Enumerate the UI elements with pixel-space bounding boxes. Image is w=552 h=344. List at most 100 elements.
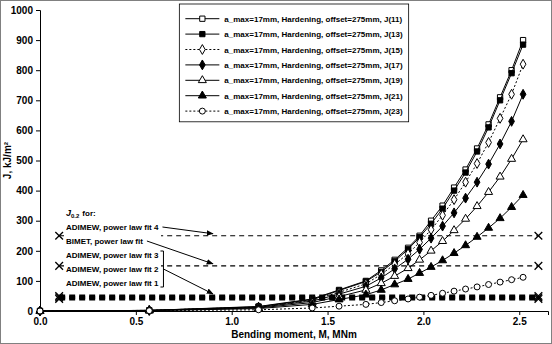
series-point (509, 71, 514, 76)
legend: a_max=17mm, Hardening, offset=275mm, J(1… (179, 4, 408, 122)
series-point (428, 233, 434, 243)
series-point (404, 264, 412, 271)
series-point (520, 42, 525, 47)
series-point (509, 116, 515, 126)
y-axis-title: J, kJ/m² (2, 141, 13, 179)
x-axis-tick-label: 2.0 (417, 316, 431, 327)
y-axis-tick: 700 (16, 95, 40, 106)
y-axis-tick-label: 300 (16, 215, 33, 226)
series-point (497, 139, 503, 149)
y-axis-tick: 600 (16, 125, 40, 136)
series-point (37, 306, 43, 316)
x-axis-tick-mark (423, 311, 424, 315)
series-point (497, 113, 503, 123)
y-axis-line (36, 11, 41, 312)
y-axis-tick-mark (36, 70, 40, 71)
x-axis-tick-label: 1.5 (321, 316, 335, 327)
y-axis-tick: 900 (16, 35, 40, 46)
x-axis-tick-mark (136, 311, 137, 315)
legend-box (179, 4, 408, 122)
series-point (428, 292, 434, 298)
series-point (36, 306, 44, 313)
y-axis-tick-label: 700 (16, 95, 33, 106)
x-axis-tick-label: 1.0 (225, 316, 239, 327)
series-point (520, 274, 526, 280)
series-point (473, 232, 481, 239)
series-point (440, 221, 446, 231)
series-point (474, 149, 479, 154)
series-point (416, 255, 424, 262)
legend-label: a_max=17mm, Hardening, offset=275mm, J(2… (224, 107, 403, 116)
annotation-arrow (162, 227, 213, 234)
y-axis-tick-label: 800 (16, 65, 33, 76)
series-point (486, 282, 492, 288)
x-axis-line (41, 312, 549, 316)
y-axis-tick-mark (36, 281, 40, 282)
reference-labels-background (64, 207, 161, 288)
series-point (405, 296, 411, 302)
reference-line (59, 297, 538, 300)
series-point (486, 125, 491, 130)
series-point (509, 89, 515, 99)
y-axis-tick-label: 400 (16, 185, 33, 196)
x-axis-tick-label: 0.0 (34, 316, 48, 327)
series-point (450, 249, 458, 256)
reference-point (535, 262, 543, 270)
series-point (363, 301, 369, 307)
series-point (439, 237, 447, 244)
series-point (377, 285, 385, 292)
series-point (508, 154, 516, 161)
legend-label: a_max=17mm, Hardening, offset=275mm, J(1… (224, 46, 403, 55)
y-axis-tick: 300 (16, 215, 40, 226)
series-point (520, 59, 526, 69)
chart-svg: 0.00.51.01.52.02.50100200300400500600700… (0, 0, 552, 344)
y-axis-tick: 800 (16, 65, 40, 76)
reference-point (535, 295, 543, 303)
series-point (416, 268, 424, 275)
series-point (392, 298, 398, 304)
annotation-bracket (160, 251, 163, 287)
y-axis-tick-mark (36, 10, 40, 11)
x-axis-tick-mark (519, 311, 520, 315)
series-line (40, 40, 523, 311)
annotation-text: for: (82, 209, 95, 218)
annotation-arrows (147, 227, 213, 294)
y-axis-tick-label: 200 (16, 246, 33, 257)
x-axis: 0.00.51.01.52.02.5 (34, 311, 549, 327)
annotation-arrow (147, 241, 213, 264)
series-point (463, 170, 468, 175)
series-point (37, 308, 42, 313)
series-line (40, 277, 523, 311)
x-axis-tick: 2.5 (513, 311, 527, 327)
series-point (509, 277, 515, 283)
series-point (336, 303, 342, 309)
y-axis-tick-mark (36, 161, 40, 162)
series-point (474, 159, 480, 169)
series-point (520, 89, 526, 99)
series-point (36, 306, 44, 313)
legend-swatch-marker (198, 91, 206, 98)
series-point (147, 308, 152, 313)
reference-point (535, 232, 543, 240)
series-point (462, 241, 470, 248)
y-axis-tick-mark (36, 40, 40, 41)
y-axis-tick-mark (36, 251, 40, 252)
series-point (473, 202, 481, 209)
series-point (309, 305, 315, 311)
series-point (474, 177, 480, 187)
series-point (440, 210, 446, 220)
series-point (496, 172, 504, 179)
series-point (485, 187, 493, 194)
series-point (451, 188, 456, 193)
series-line (40, 45, 523, 311)
series-point (335, 295, 343, 302)
y-axis-tick-mark (36, 221, 40, 222)
series-point (519, 190, 527, 197)
legend-label: a_max=17mm, Hardening, offset=275mm, J(2… (224, 92, 403, 101)
series-point (463, 177, 469, 187)
legend-swatch-marker (200, 60, 206, 70)
legend-label: a_max=17mm, Hardening, offset=275mm, J(1… (224, 30, 403, 39)
annotation-arrow (163, 269, 213, 294)
reference-label: BIMET, power law fit (66, 237, 143, 246)
y-axis-tick: 400 (16, 185, 40, 196)
